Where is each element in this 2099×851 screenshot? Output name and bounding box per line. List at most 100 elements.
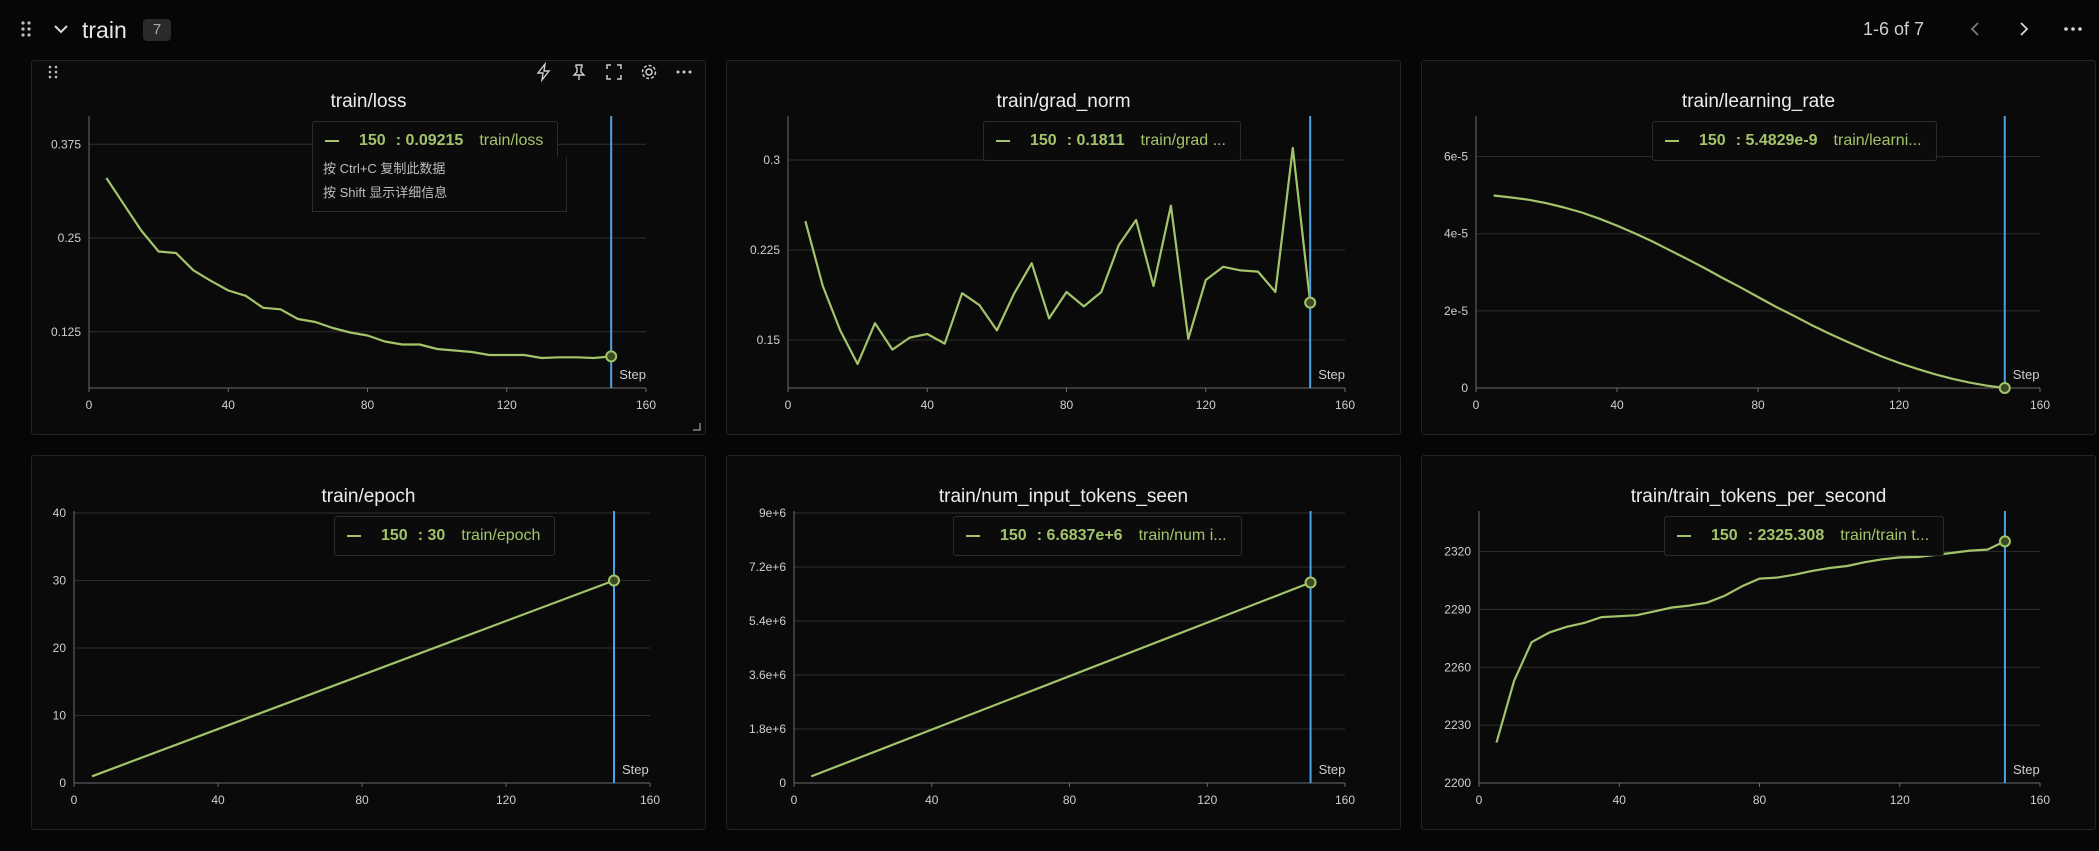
x-tick-label: 0 xyxy=(86,398,93,412)
x-tick-label: 0 xyxy=(1473,398,1480,412)
x-tick-label: 80 xyxy=(355,793,369,807)
series-line xyxy=(1495,540,2006,743)
fullscreen-icon[interactable] xyxy=(603,61,625,83)
y-tick-label: 40 xyxy=(53,506,67,520)
lightning-icon[interactable] xyxy=(533,61,555,83)
y-tick-label: 5.4e+6 xyxy=(749,614,786,628)
chart-panel-train-learning-rate: train/learning_rate 0 2e-5 4e-5 6e-5 0 40 80 12… xyxy=(1421,60,2096,435)
y-tick-label: 0.225 xyxy=(750,243,780,257)
section-header: train 7 1-6 of 7 xyxy=(0,0,2099,58)
chart-count-badge: 7 xyxy=(143,19,171,41)
more-options-icon[interactable] xyxy=(2060,16,2086,42)
x-tick-label: 160 xyxy=(1335,398,1355,412)
chart-plot[interactable]: 0.125 0.25 0.375 0 40 80 120 160 Step xyxy=(32,61,705,434)
y-tick-label: 2320 xyxy=(1444,545,1471,559)
x-tick-label: 160 xyxy=(2030,793,2050,807)
cursor-point xyxy=(605,350,618,363)
y-tick-label: 2290 xyxy=(1444,602,1471,616)
settings-gear-icon[interactable] xyxy=(638,61,660,83)
x-axis-label: Step xyxy=(1319,762,1346,777)
x-tick-label: 160 xyxy=(640,793,660,807)
series-line xyxy=(91,579,615,778)
chart-title: train/learning_rate xyxy=(1681,91,1836,112)
y-tick-label: 0.3 xyxy=(763,153,780,167)
y-tick-label: 0 xyxy=(779,776,786,790)
next-page-icon[interactable] xyxy=(2011,16,2037,42)
chart-title: train/train_tokens_per_second xyxy=(1630,486,1887,507)
chart-plot[interactable]: 0 10 20 30 40 0 40 80 120 160 Step xyxy=(32,456,705,829)
y-tick-label: 20 xyxy=(53,641,67,655)
x-tick-label: 120 xyxy=(496,793,516,807)
x-tick-label: 120 xyxy=(1890,793,1910,807)
x-tick-label: 0 xyxy=(1476,793,1483,807)
chart-plot[interactable]: 0.15 0.225 0.3 0 40 80 120 160 Step xyxy=(727,61,1400,434)
chart-plot[interactable]: 0 2e-5 4e-5 6e-5 0 40 80 120 160 Step xyxy=(1422,61,2095,434)
resize-handle-icon[interactable] xyxy=(691,421,701,431)
drag-handle-icon[interactable] xyxy=(42,61,64,83)
y-tick-label: 2200 xyxy=(1444,776,1471,790)
pin-icon[interactable] xyxy=(568,61,590,83)
chart-panel-train-epoch: train/epoch 0 10 20 30 40 0 40 80 120 160 Step 150… xyxy=(31,455,706,830)
y-tick-label: 2260 xyxy=(1444,660,1471,674)
chart-panel-train-num-input-tokens-seen: train/num_input_tokens_seen 0 1.8e+6 3.6e+… xyxy=(726,455,1401,830)
y-tick-label: 0 xyxy=(1461,381,1468,395)
x-tick-label: 80 xyxy=(1751,398,1765,412)
chart-title: train/loss xyxy=(330,91,407,112)
chart-title: train/num_input_tokens_seen xyxy=(938,486,1189,507)
chart-plot[interactable]: 0 1.8e+6 3.6e+6 5.4e+6 7.2e+6 9e+6 0 40 80 120 160… xyxy=(727,456,1400,829)
value-tooltip: 150: 6.6837e+6 train/num i... xyxy=(953,516,1242,556)
x-axis-label: Step xyxy=(2013,367,2040,382)
chart-title: train/grad_norm xyxy=(996,91,1131,112)
x-tick-label: 0 xyxy=(791,793,798,807)
cursor-point xyxy=(1304,296,1317,309)
y-tick-label: 0.25 xyxy=(58,231,82,245)
section-title: train xyxy=(82,17,127,43)
drag-handle-icon[interactable] xyxy=(20,20,32,38)
y-tick-label: 6e-5 xyxy=(1444,150,1468,164)
series-line xyxy=(804,146,1312,366)
detail-hint: 按 Shift 显示详细信息 xyxy=(323,185,448,200)
chart-title: train/epoch xyxy=(321,486,416,507)
value-tooltip: 150: 0.09215 train/loss xyxy=(312,121,559,161)
cursor-point xyxy=(608,574,620,587)
y-tick-label: 0.15 xyxy=(757,333,781,347)
y-tick-label: 0.125 xyxy=(51,325,81,339)
chevron-down-icon[interactable] xyxy=(52,18,70,40)
x-tick-label: 160 xyxy=(636,398,656,412)
x-axis-label: Step xyxy=(619,367,646,382)
x-tick-label: 80 xyxy=(1060,398,1074,412)
chart-plot[interactable]: 2200 2230 2260 2290 2320 0 40 80 120 160 Step xyxy=(1422,456,2095,829)
y-tick-label: 2230 xyxy=(1444,718,1471,732)
value-tooltip: 150: 5.4829e-9 train/learni... xyxy=(1652,121,1937,161)
chart-panel-train-loss: train/loss 0.125 0.25 0.375 0 40 80 120 160 Step… xyxy=(31,60,706,435)
pagination-label: 1-6 of 7 xyxy=(1862,19,1924,39)
x-tick-label: 40 xyxy=(921,398,935,412)
y-tick-label: 2e-5 xyxy=(1444,304,1468,318)
series-line xyxy=(810,581,1311,778)
y-tick-label: 1.8e+6 xyxy=(749,722,786,736)
cursor-point xyxy=(1998,535,2011,548)
y-tick-label: 4e-5 xyxy=(1444,227,1468,241)
cursor-point xyxy=(1304,576,1317,589)
x-tick-label: 120 xyxy=(1889,398,1909,412)
x-tick-label: 0 xyxy=(785,398,792,412)
tooltip-hint-box xyxy=(312,157,567,212)
more-options-icon[interactable] xyxy=(673,61,695,83)
x-tick-label: 80 xyxy=(361,398,375,412)
series-line xyxy=(105,177,612,360)
value-tooltip: 150: 2325.308 train/train t... xyxy=(1664,516,1945,556)
x-axis-label: Step xyxy=(1318,367,1345,382)
x-tick-label: 160 xyxy=(1335,793,1355,807)
value-tooltip: 150: 30 train/epoch xyxy=(334,516,556,556)
x-tick-label: 160 xyxy=(2030,398,2050,412)
y-tick-label: 9e+6 xyxy=(759,506,786,520)
prev-page-icon[interactable] xyxy=(1962,16,1988,42)
x-tick-label: 0 xyxy=(71,793,78,807)
y-tick-label: 3.6e+6 xyxy=(749,668,786,682)
x-axis-label: Step xyxy=(622,762,649,777)
x-tick-label: 120 xyxy=(1196,398,1216,412)
cursor-point xyxy=(1998,381,2011,394)
y-tick-label: 30 xyxy=(53,574,67,588)
y-tick-label: 0.375 xyxy=(51,137,81,151)
x-tick-label: 80 xyxy=(1753,793,1767,807)
